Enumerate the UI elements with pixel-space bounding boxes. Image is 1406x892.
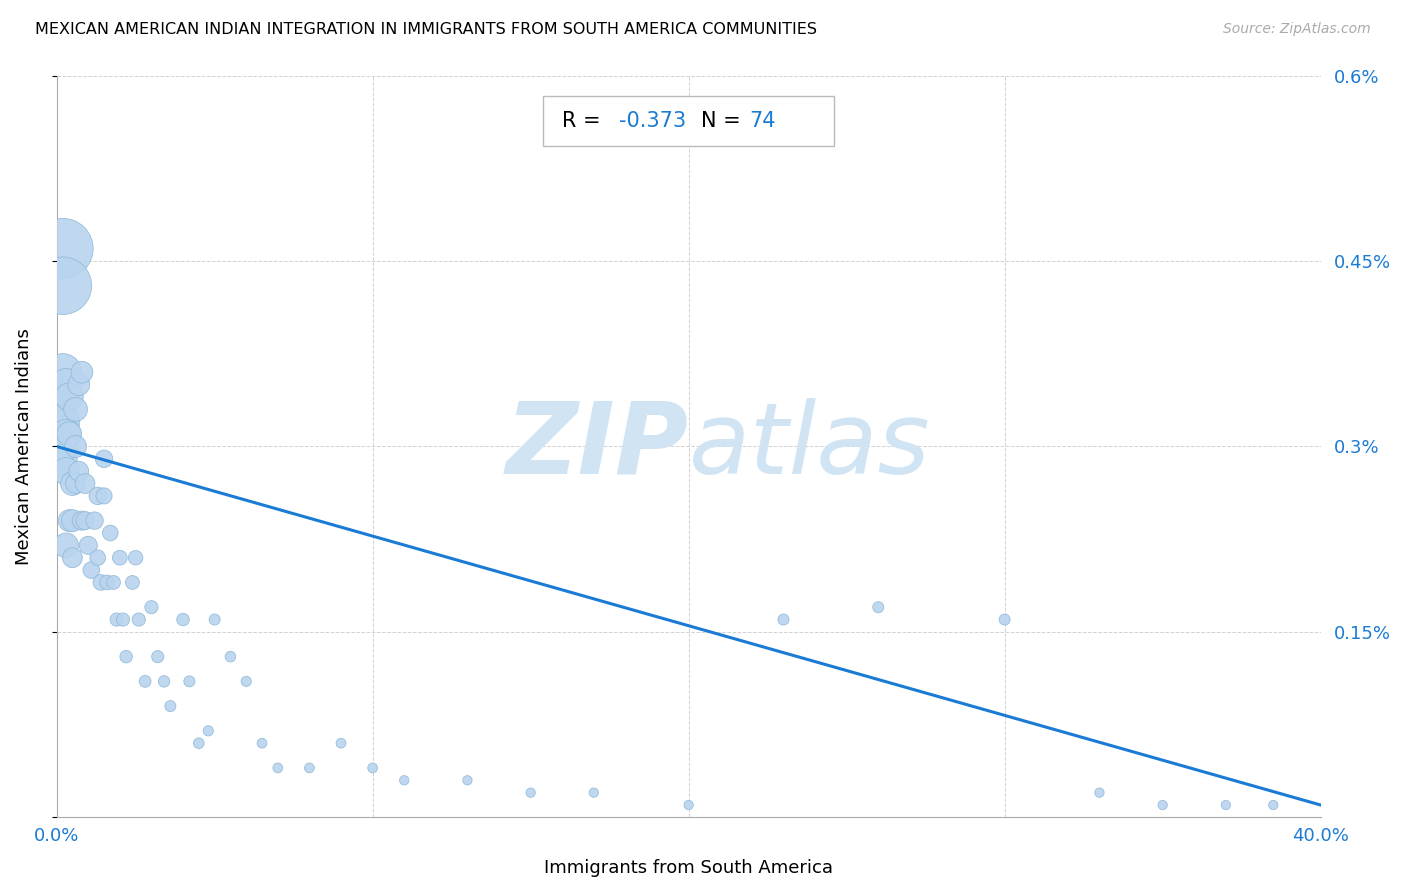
Point — [456, 773, 478, 788]
Point — [73, 514, 96, 528]
Point — [49, 390, 72, 404]
Text: MEXICAN AMERICAN INDIAN INTEGRATION IN IMMIGRANTS FROM SOUTH AMERICA COMMUNITIES: MEXICAN AMERICAN INDIAN INTEGRATION IN I… — [35, 22, 817, 37]
Point — [219, 649, 242, 664]
Point — [197, 723, 219, 738]
Point — [65, 440, 87, 454]
Text: -0.373: -0.373 — [619, 111, 686, 131]
Point — [115, 649, 138, 664]
Point — [179, 674, 201, 689]
Point — [52, 415, 75, 429]
Point — [108, 550, 131, 565]
FancyBboxPatch shape — [543, 95, 834, 146]
Point — [55, 427, 77, 442]
Point — [73, 476, 96, 491]
Point — [93, 451, 115, 466]
Point — [994, 613, 1017, 627]
Point — [58, 390, 80, 404]
Point — [267, 761, 290, 775]
Y-axis label: Mexican American Indians: Mexican American Indians — [15, 328, 32, 565]
Point — [298, 761, 321, 775]
Text: atlas: atlas — [689, 398, 931, 495]
Point — [55, 464, 77, 478]
Point — [394, 773, 416, 788]
Point — [134, 674, 156, 689]
Point — [93, 489, 115, 503]
Point — [103, 575, 125, 590]
Point — [519, 786, 541, 800]
Point — [172, 613, 194, 627]
Point — [772, 613, 794, 627]
Point — [1152, 797, 1174, 812]
Point — [49, 451, 72, 466]
Point — [62, 514, 84, 528]
Point — [124, 550, 146, 565]
Point — [98, 526, 121, 541]
Point — [86, 489, 108, 503]
Point — [204, 613, 226, 627]
Point — [70, 365, 93, 379]
Point — [187, 736, 209, 750]
Text: 74: 74 — [749, 111, 776, 131]
Point — [159, 699, 181, 714]
Point — [105, 613, 128, 627]
Point — [55, 377, 77, 392]
Point — [111, 613, 134, 627]
Point — [330, 736, 353, 750]
Point — [49, 415, 72, 429]
Point — [52, 365, 75, 379]
Point — [128, 613, 150, 627]
Point — [235, 674, 257, 689]
Point — [146, 649, 169, 664]
Point — [90, 575, 112, 590]
Point — [70, 514, 93, 528]
X-axis label: Immigrants from South America: Immigrants from South America — [544, 859, 834, 877]
Point — [62, 476, 84, 491]
Text: R =: R = — [562, 111, 600, 131]
Point — [80, 563, 103, 577]
Point — [65, 402, 87, 417]
Text: ZIP: ZIP — [506, 398, 689, 495]
Point — [678, 797, 700, 812]
Point — [52, 440, 75, 454]
Point — [361, 761, 384, 775]
Point — [153, 674, 176, 689]
Point — [250, 736, 273, 750]
Point — [96, 575, 118, 590]
Point — [83, 514, 105, 528]
Point — [52, 278, 75, 293]
Point — [77, 538, 100, 552]
Point — [67, 377, 90, 392]
Point — [58, 514, 80, 528]
Point — [582, 786, 605, 800]
Point — [1263, 797, 1285, 812]
Point — [52, 242, 75, 256]
Point — [1088, 786, 1111, 800]
Point — [58, 427, 80, 442]
Point — [141, 600, 163, 615]
Point — [86, 550, 108, 565]
Point — [67, 464, 90, 478]
Point — [1215, 797, 1237, 812]
Point — [62, 550, 84, 565]
Text: Source: ZipAtlas.com: Source: ZipAtlas.com — [1223, 22, 1371, 37]
Point — [121, 575, 143, 590]
Point — [868, 600, 890, 615]
Point — [55, 538, 77, 552]
Text: N =: N = — [702, 111, 741, 131]
Point — [65, 476, 87, 491]
